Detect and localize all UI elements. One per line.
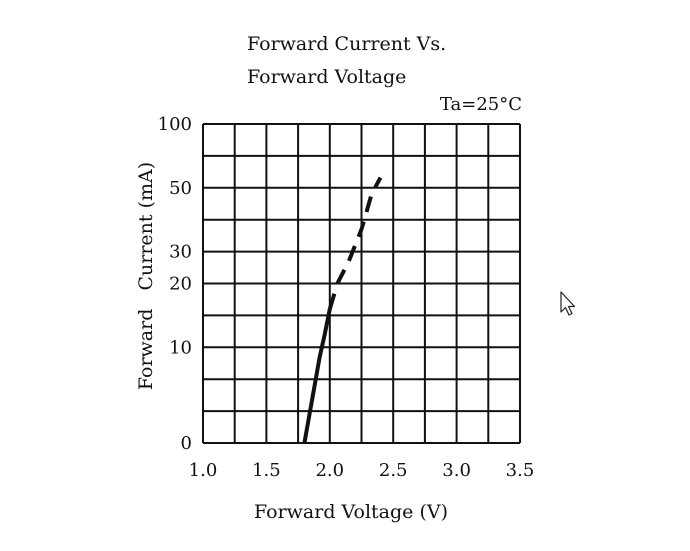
y-tick-label: 50	[169, 178, 192, 199]
x-axis-label: Forward Voltage (V)	[254, 501, 448, 523]
chart-title-line-2: Forward Voltage	[247, 66, 406, 88]
y-axis-label: Forward Current (mA)	[135, 162, 157, 390]
y-tick-label: 0	[181, 433, 192, 454]
x-tick-label: 1.0	[189, 460, 218, 481]
x-tick-labels: 1.0 1.5 2.0 2.5 3.0 3.5	[189, 460, 535, 481]
x-tick-label: 3.0	[442, 460, 471, 481]
y-tick-label: 20	[169, 274, 192, 295]
y-tick-label: 100	[158, 114, 192, 135]
x-tick-label: 3.5	[506, 460, 535, 481]
y-tick-label: 30	[169, 242, 192, 263]
mouse-pointer-icon	[560, 291, 576, 316]
temperature-annotation: Ta=25°C	[440, 94, 522, 115]
data-series	[302, 176, 383, 444]
x-tick-label: 2.0	[315, 460, 344, 481]
y-tick-labels: 0 10 20 30 50 100	[158, 114, 192, 454]
series-line-dashed	[327, 176, 383, 310]
series-line-solid	[302, 308, 332, 444]
y-tick-label: 10	[169, 337, 192, 358]
x-tick-label: 2.5	[379, 460, 408, 481]
chart-title-line-1: Forward Current Vs.	[247, 33, 446, 55]
x-tick-label: 1.5	[252, 460, 281, 481]
plot-grid	[202, 123, 521, 444]
